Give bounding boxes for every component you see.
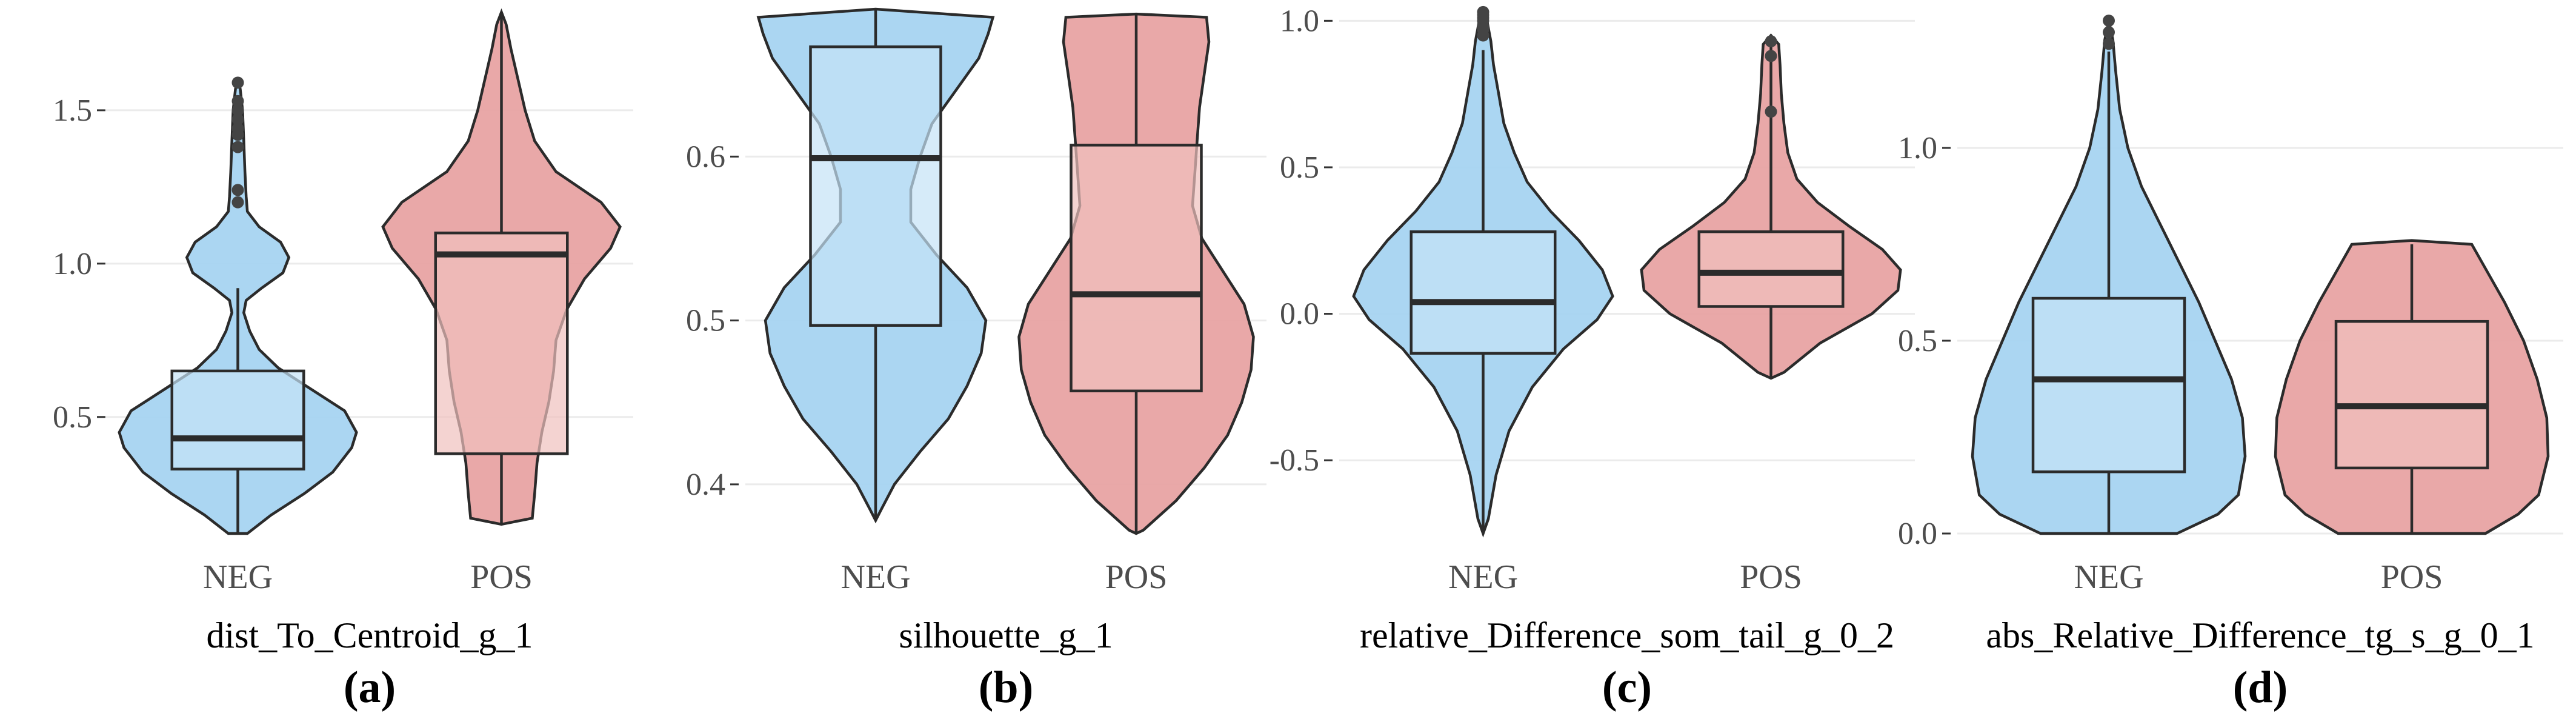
outlier-point	[231, 95, 244, 107]
x-category-label: POS	[1105, 558, 1168, 596]
y-tick-label: 0.0	[1898, 517, 1937, 551]
y-tick-label: 0.0	[1280, 297, 1319, 332]
box-pos	[2334, 320, 2489, 470]
outlier-point	[231, 122, 244, 135]
x-category-label: POS	[2381, 558, 2443, 596]
y-tick-label: 0.5	[1898, 324, 1937, 358]
outlier-point	[231, 104, 244, 116]
x-category-label: NEG	[2074, 558, 2143, 596]
outlier-point	[1765, 50, 1777, 62]
y-tick-label: -0.5	[1270, 443, 1319, 478]
panel-tag: (c)	[1602, 663, 1652, 712]
x-axis-title: relative_Difference_som_tail_g_0_2	[1360, 615, 1894, 655]
outlier-point	[1765, 105, 1777, 118]
y-tick-label: 0.5	[53, 400, 92, 435]
panel-tag: (a)	[344, 663, 396, 712]
box-pos	[1697, 230, 1845, 308]
x-axis-title: silhouette_g_1	[899, 615, 1113, 655]
panel-a: 0.5 1.0 1.5 NEG POS dist_To_Centroid_g_1 (a)	[53, 8, 633, 712]
panel-tag: (d)	[2233, 663, 2288, 712]
outlier-point	[231, 113, 244, 126]
box-pos	[1070, 144, 1203, 393]
outlier-point	[1765, 35, 1777, 48]
outlier-point	[231, 141, 244, 153]
outlier-point	[231, 76, 244, 89]
x-category-label: POS	[1740, 558, 1802, 596]
panel-d: 0.0 0.5 1.0 NEG POS abs_Relative_Difference_t…	[1898, 15, 2563, 712]
y-tick-label: 0.5	[1280, 150, 1319, 185]
box-neg	[1409, 230, 1557, 355]
x-axis-title: abs_Relative_Difference_tg_s_g_0_1	[1986, 615, 2534, 655]
x-category-label: NEG	[1448, 558, 1518, 596]
y-tick-label: 0.4	[686, 467, 725, 502]
panel-c: -0.5 0.0 0.5 1.0 NEG POS relative_Difference_s…	[1270, 4, 1915, 712]
y-tick-label: 1.0	[1898, 131, 1937, 166]
outlier-point	[2103, 38, 2115, 50]
y-tick-label: 0.5	[686, 304, 725, 338]
x-category-label: NEG	[840, 558, 910, 596]
box-neg	[170, 369, 305, 471]
y-tick-label: 1.0	[1280, 4, 1319, 38]
outlier-point	[2103, 26, 2115, 39]
y-tick-label: 0.6	[686, 139, 725, 174]
outlier-point	[2103, 15, 2115, 27]
x-category-label: POS	[470, 558, 533, 596]
x-category-label: NEG	[203, 558, 273, 596]
outlier-point	[231, 196, 244, 209]
box-neg	[2031, 296, 2186, 473]
x-axis-title: dist_To_Centroid_g_1	[206, 615, 533, 655]
panel-tag: (b)	[979, 663, 1033, 712]
outlier-point	[1477, 5, 1489, 18]
panel-b: 0.4 0.5 0.6 NEG POS silhouette_g_1 (b)	[686, 7, 1266, 712]
outlier-point	[231, 184, 244, 196]
y-tick-label: 1.5	[53, 93, 92, 128]
y-tick-label: 1.0	[53, 247, 92, 281]
box-pos	[434, 231, 569, 455]
box-neg	[809, 45, 942, 327]
